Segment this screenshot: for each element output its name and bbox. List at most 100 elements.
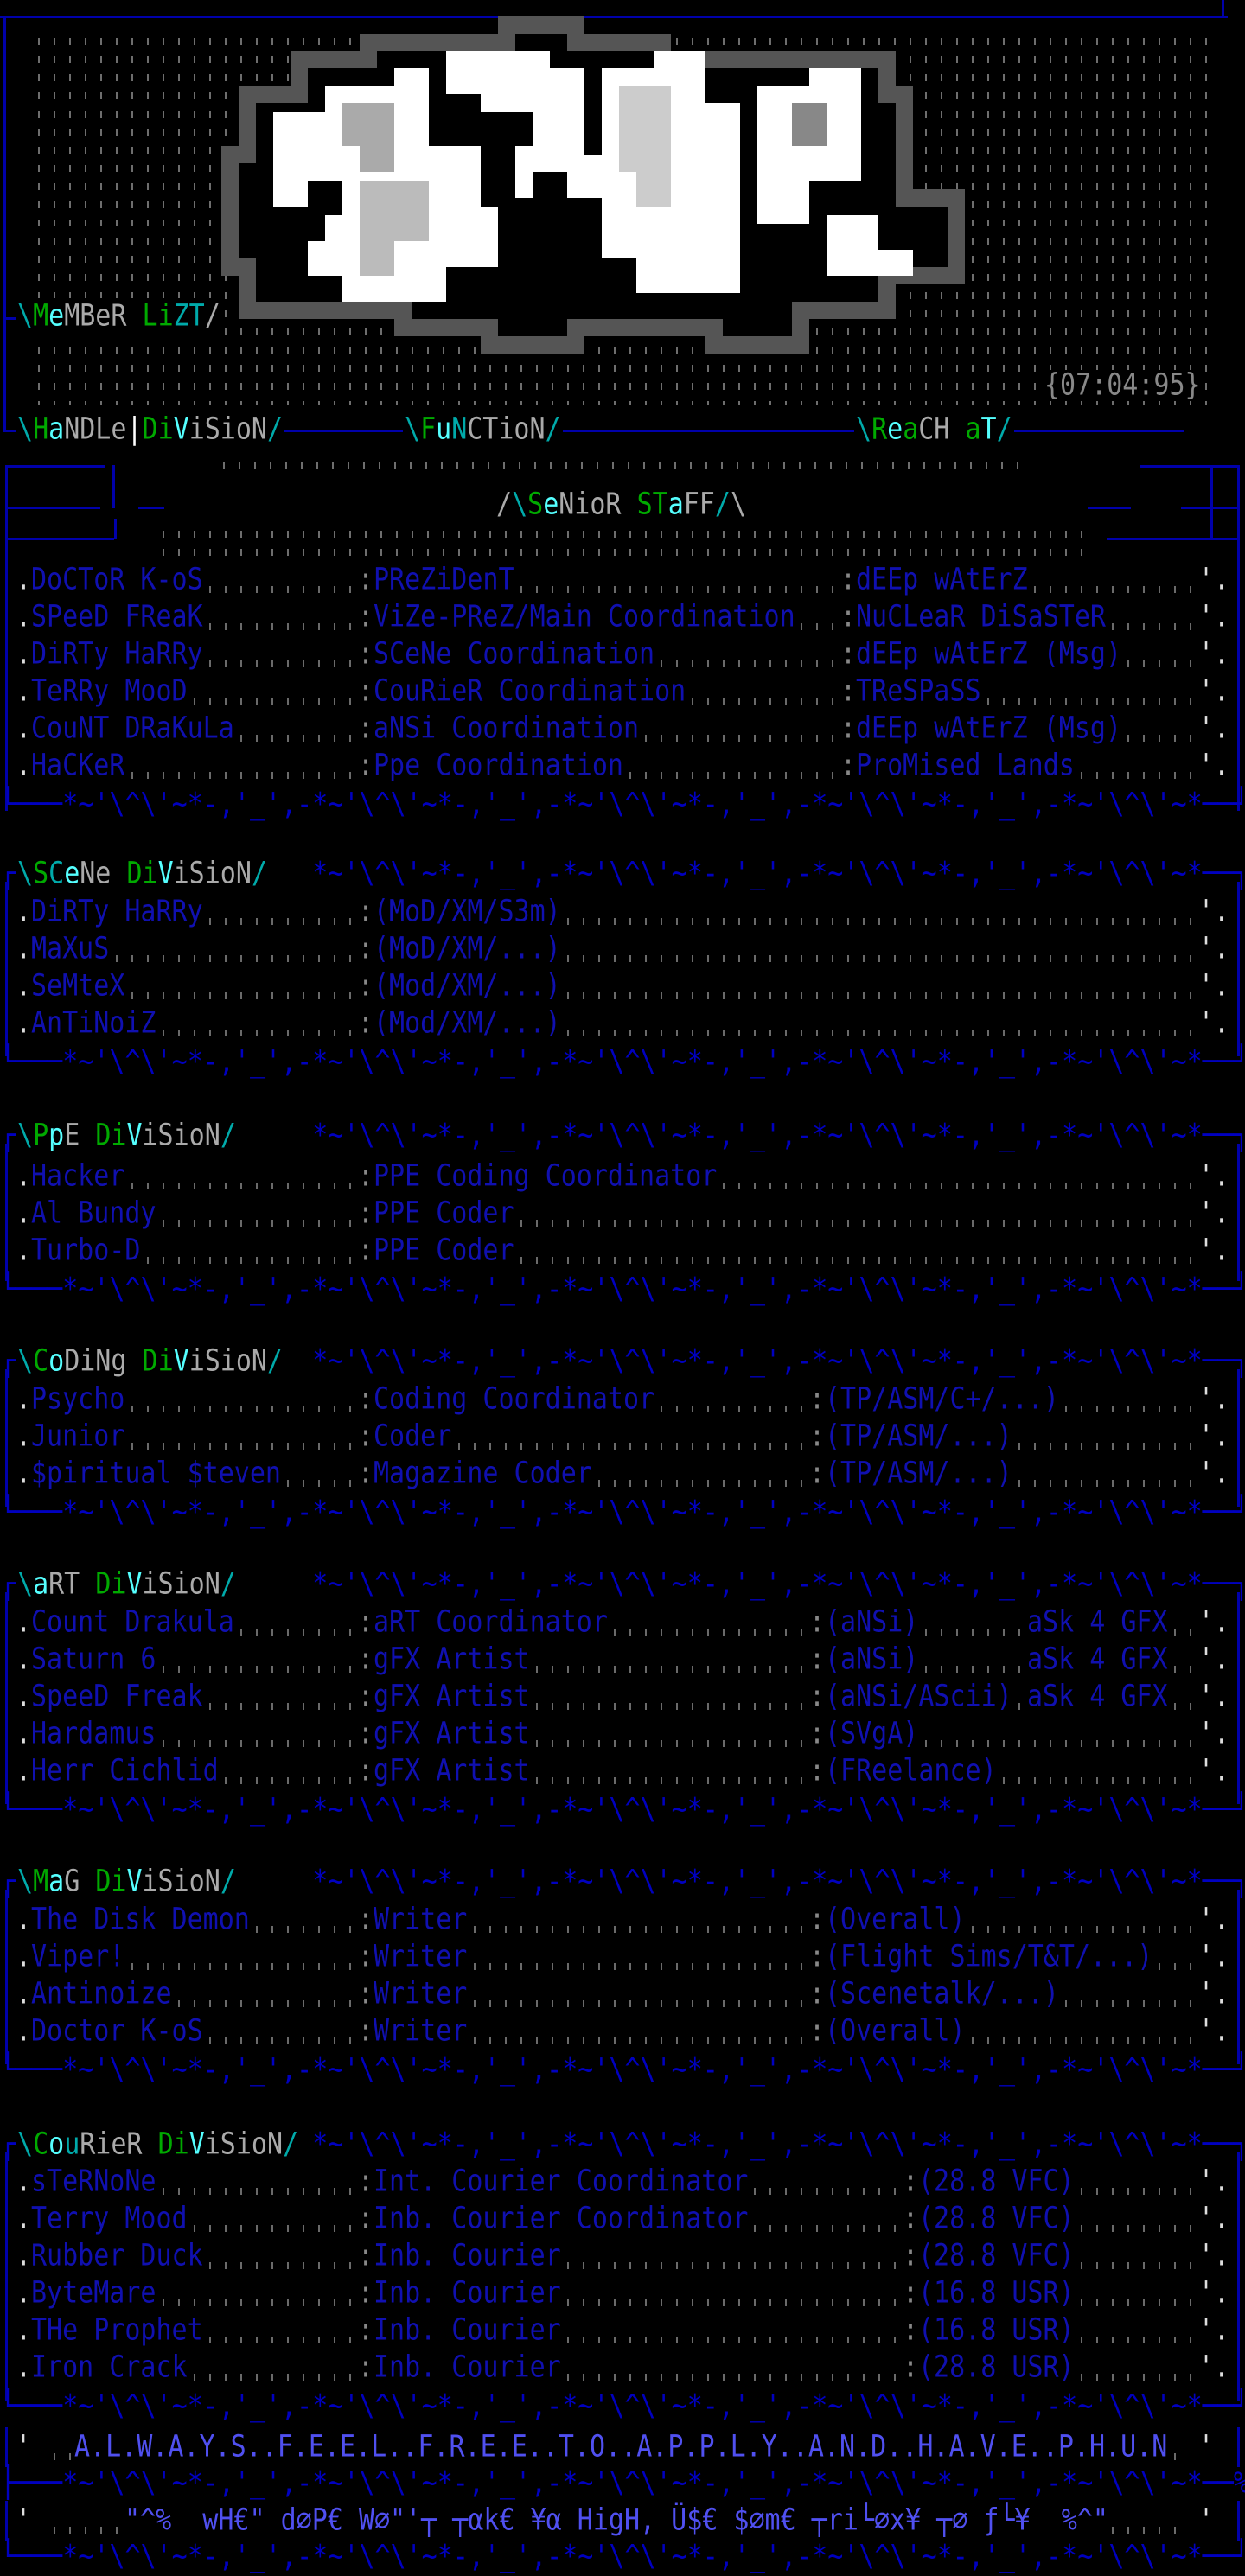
title-segment: \ [17, 1864, 34, 1899]
wave-border: └───*~'\^\'~*-,'_',-*~'\^\'~*-,'_',-*~'\… [0, 1044, 1245, 1080]
separator: : [358, 1196, 374, 1232]
member-name: TeRRy MooD [31, 673, 191, 709]
member-function: Inb. Courier [374, 2275, 565, 2311]
member-function: gFX Artist [374, 1642, 533, 1677]
member-name: AnTiNoiZ [31, 1005, 160, 1041]
row-end: '. [1198, 1419, 1230, 1454]
row-bullet: . [16, 1233, 32, 1268]
title-segment: / [545, 411, 561, 447]
title-segment: \ [17, 1343, 34, 1379]
member-name: $piritual $teven [31, 1456, 284, 1491]
row-bullet: . [16, 636, 32, 672]
title-segment: iSioN [204, 2126, 284, 2162]
title-segment: V [126, 1118, 143, 1153]
title-segment: e [64, 856, 80, 891]
title-segment: T [980, 411, 997, 447]
separator: : [358, 2013, 374, 2050]
member-function: (MoD/XM/...) [374, 931, 565, 966]
date-text: {07:04:95} [1044, 367, 1201, 403]
table-row: . Viper!: Writer: (Flight Sims/T&T/...) '. [0, 1939, 1245, 1976]
dot-leader [31, 1963, 1198, 1970]
title-segment: a [48, 411, 65, 447]
title-segment: D [95, 1118, 112, 1153]
table-row: . Hacker: PPE Coding Coordinator '. [0, 1158, 1245, 1196]
row-bullet: . [16, 1976, 32, 2012]
member-reach: ProMised Lands [856, 748, 1078, 783]
wave-border: ┌ *~'\^\'~*-,'_',-*~'\^\'~*-,'_',-*~'\^\… [0, 856, 1245, 891]
row-bullet: . [16, 968, 32, 1004]
row-bullet: ' [16, 2503, 32, 2538]
title-segment: i [111, 1118, 127, 1153]
separator: : [840, 636, 857, 673]
row-bullet: . [16, 1381, 32, 1417]
wave-border: ┌ *~'\^\'~*-,'_',-*~'\^\'~*-,'_',-*~'\^\… [0, 1343, 1245, 1379]
row-end: '. [1198, 1233, 1230, 1268]
title-segment: RieR [80, 2126, 158, 2162]
title-segment: iSioN [142, 1864, 220, 1899]
dot-leader [31, 955, 1198, 962]
table-row: . Rubber Duck: Inb. Courier: (28.8 VFC) '. [0, 2238, 1245, 2275]
title-segment: p [48, 1118, 65, 1153]
separator: : [809, 1716, 826, 1752]
member-function: Inb. Courier [374, 2238, 565, 2273]
row-end: '. [1198, 1753, 1230, 1789]
title-segment: V [173, 1343, 189, 1379]
row-end: '. [1198, 2164, 1230, 2199]
title-segment: i [157, 298, 174, 334]
row-bullet: . [16, 2013, 32, 2049]
title-segment: D [95, 1566, 112, 1602]
title-segment: V [157, 856, 174, 891]
member-name: The Disk Demon [31, 1902, 253, 1937]
title-segment: / [220, 1566, 236, 1602]
title-segment: iSioN [173, 856, 252, 891]
member-reach: (28.8 VFC) [918, 2238, 1078, 2273]
separator: : [358, 2164, 374, 2200]
title-segment: \ [512, 487, 528, 522]
row-bullet: . [16, 1716, 32, 1751]
member-reach: (TP/ASM/...) [825, 1456, 1016, 1491]
member-name: sTeRNoNe [31, 2164, 160, 2199]
member-function: Writer [374, 1976, 471, 2012]
row-bullet: . [16, 1902, 32, 1937]
row-end: '. [1198, 1902, 1230, 1937]
wave-border: ┌ *~'\^\'~*-,'_',-*~'\^\'~*-,'_',-*~'\^\… [0, 1566, 1245, 1602]
row-end: '. [1198, 1642, 1230, 1677]
dot-leader [31, 918, 1198, 925]
wave-border: └───*~'\^\'~*-,'_',-*~'\^\'~*-,'_',-*~'\… [0, 1272, 1245, 1307]
table-row: . Al Bundy: PPE Coder '. [0, 1196, 1245, 1233]
column-header-function: \FuNCTioN/ [403, 411, 563, 449]
table-row: . Hardamus: gFX Artist: (SVgA) '. [0, 1716, 1245, 1753]
member-branch-line [3, 317, 16, 320]
member-function: aNSi Coordination [374, 711, 643, 746]
separator: : [358, 1604, 374, 1641]
member-name: ByteMare [31, 2275, 160, 2311]
row-end: '. [1198, 1196, 1230, 1231]
section-bottom-line: └───*~'\^\'~*-,'_',-*~'\^\'~*-,'_',-*~'\… [0, 1495, 1245, 1532]
separator: : [840, 599, 857, 635]
title-segment: M [33, 298, 49, 334]
section-bottom-line: └───*~'\^\'~*-,'_',-*~'\^\'~*-,'_',-*~'\… [0, 787, 1245, 824]
member-function: PPE Coder [374, 1196, 518, 1231]
row-bullet: . [16, 711, 32, 746]
separator: : [809, 1753, 826, 1789]
member-name: Rubber Duck [31, 2238, 207, 2273]
mag-division-title: \MaG DiViSioN/ [16, 1864, 238, 1901]
member-name: Herr Cichlid [31, 1753, 222, 1789]
separator: : [358, 1679, 374, 1715]
dot-leader [31, 1443, 1198, 1450]
section-header-line: ┌ *~'\^\'~*-,'_',-*~'\^\'~*-,'_',-*~'\^\… [0, 1864, 1245, 1901]
separator: : [809, 1976, 826, 2012]
member-name: DiRTy HaRRy [31, 894, 207, 929]
row-bullet: . [16, 1158, 32, 1194]
member-reach: (aNSi) [825, 1604, 923, 1640]
member-function: Writer [374, 1902, 471, 1937]
title-segment: V [126, 1566, 143, 1602]
member-name: Junior [31, 1419, 129, 1454]
separator: : [903, 2275, 919, 2311]
table-row: . Doctor K-oS: Writer: (Overall) '. [0, 2013, 1245, 2050]
table-row: . ByteMare: Inb. Courier: (16.8 USR) '. [0, 2275, 1245, 2312]
title-segment: / [204, 298, 220, 334]
wave-border: ┌ *~'\^\'~*-,'_',-*~'\^\'~*-,'_',-*~'\^\… [0, 1118, 1245, 1153]
title-segment: D [95, 1864, 112, 1899]
wave-border: ├───*~'\^\'~*-,'_',-*~'\^\'~*-,'_',-*~'\… [0, 2465, 1245, 2501]
